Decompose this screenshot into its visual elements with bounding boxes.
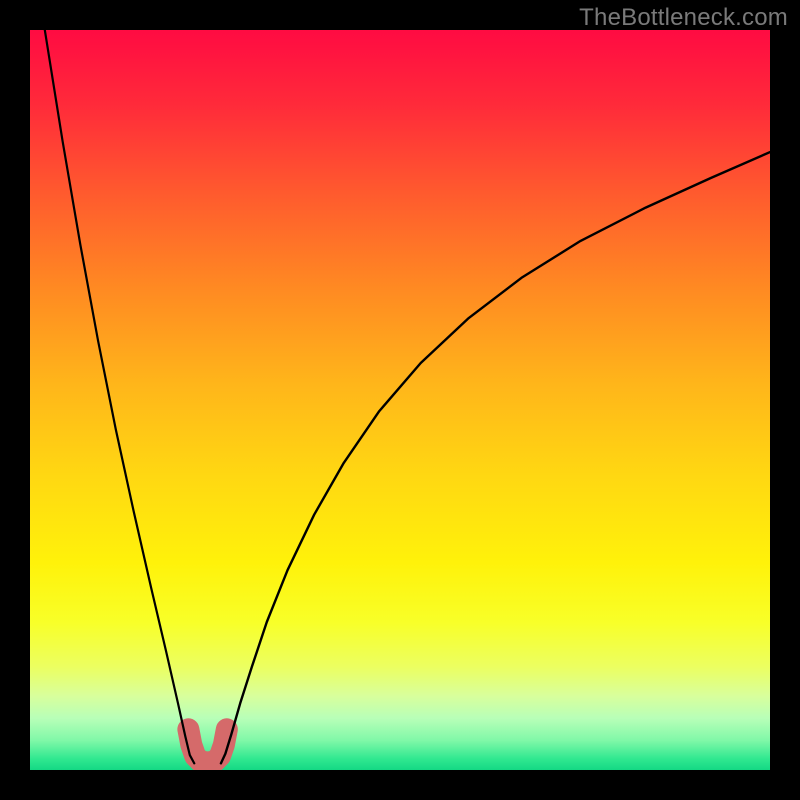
chart-frame: TheBottleneck.com <box>0 0 800 800</box>
plot-area <box>30 30 770 770</box>
watermark-label: TheBottleneck.com <box>579 4 788 32</box>
plot-background <box>30 30 770 770</box>
